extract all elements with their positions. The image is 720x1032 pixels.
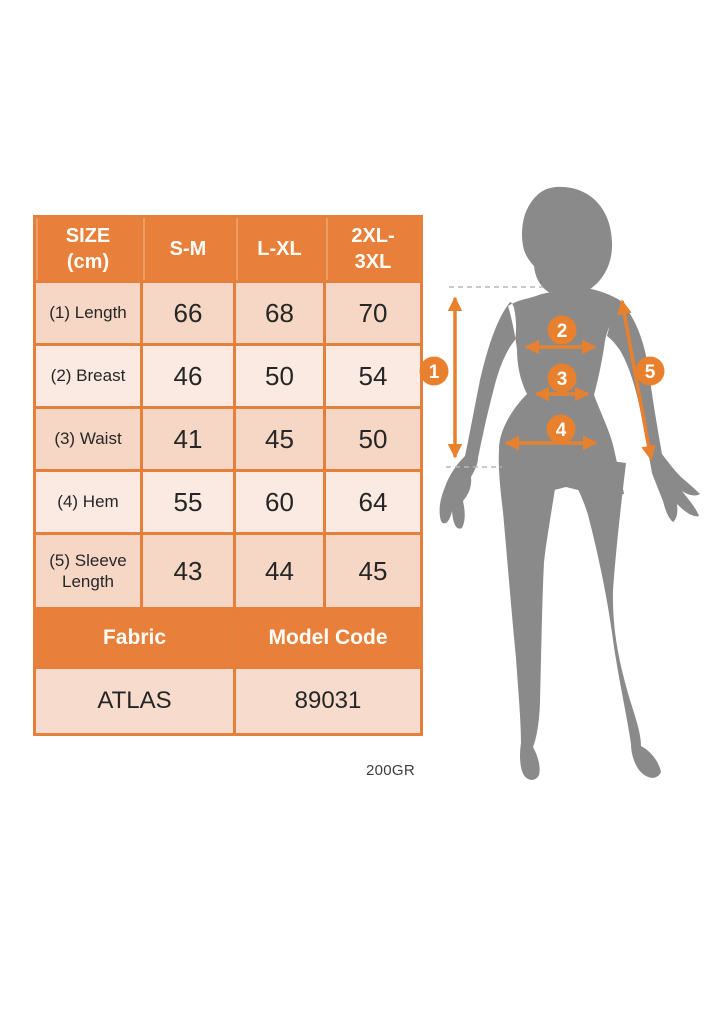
fabric-modelcode-header-row: Fabric Model Code — [33, 607, 423, 669]
row-label: (3) Waist — [33, 406, 143, 472]
table-row-sleeve-length: (5) Sleeve Length 43 44 45 — [33, 532, 423, 610]
cell-value: 45 — [323, 532, 423, 610]
fabric-header: Fabric — [33, 607, 236, 669]
weight-note: 200GR — [365, 762, 415, 779]
size-table-header-row: SIZE (cm) S-M L-XL 2XL-3XL — [33, 215, 423, 283]
header-s-m: S-M — [140, 215, 236, 283]
cell-value: 50 — [233, 343, 326, 409]
model-code-value: 89031 — [233, 666, 423, 736]
measurement-diagram: 1 2 3 4 5 — [419, 186, 700, 780]
marker-circle-2: 2 — [547, 315, 577, 345]
row-label: (1) Length — [33, 280, 143, 346]
sleeve-arrow — [617, 299, 656, 461]
header-l-xl: L-XL — [233, 215, 326, 283]
cell-value: 64 — [323, 469, 423, 535]
table-row-length: (1) Length 66 68 70 — [33, 280, 423, 346]
svg-text:3: 3 — [557, 369, 568, 390]
cell-value: 60 — [233, 469, 326, 535]
cell-value: 66 — [140, 280, 236, 346]
header-2xl-3xl: 2XL-3XL — [323, 215, 423, 283]
cell-value: 46 — [140, 343, 236, 409]
svg-text:1: 1 — [429, 362, 440, 383]
row-label: (4) Hem — [33, 469, 143, 535]
size-chart-table: SIZE (cm) S-M L-XL 2XL-3XL (1) Length 66… — [33, 215, 423, 736]
cell-value: 44 — [233, 532, 326, 610]
cell-value: 43 — [140, 532, 236, 610]
table-row-waist: (3) Waist 41 45 50 — [33, 406, 423, 472]
cell-value: 54 — [323, 343, 423, 409]
cell-value: 70 — [323, 280, 423, 346]
fabric-value: ATLAS — [33, 666, 236, 736]
fabric-modelcode-value-row: ATLAS 89031 — [33, 666, 423, 736]
model-code-header: Model Code — [233, 607, 423, 669]
cell-value: 68 — [233, 280, 326, 346]
marker-circle-4: 4 — [546, 414, 576, 444]
header-size-cm: SIZE (cm) — [33, 215, 143, 283]
row-label: (2) Breast — [33, 343, 143, 409]
marker-circle-1: 1 — [419, 356, 449, 386]
marker-circle-5: 5 — [635, 356, 665, 386]
cell-value: 41 — [140, 406, 236, 472]
table-row-hem: (4) Hem 55 60 64 — [33, 469, 423, 535]
row-label: (5) Sleeve Length — [33, 532, 143, 610]
cell-value: 55 — [140, 469, 236, 535]
cell-value: 50 — [323, 406, 423, 472]
figure-silhouette — [439, 186, 700, 780]
svg-text:2: 2 — [557, 321, 568, 342]
svg-text:5: 5 — [645, 362, 656, 383]
marker-circle-3: 3 — [547, 363, 577, 393]
table-row-breast: (2) Breast 46 50 54 — [33, 343, 423, 409]
svg-text:4: 4 — [556, 420, 567, 441]
cell-value: 45 — [233, 406, 326, 472]
